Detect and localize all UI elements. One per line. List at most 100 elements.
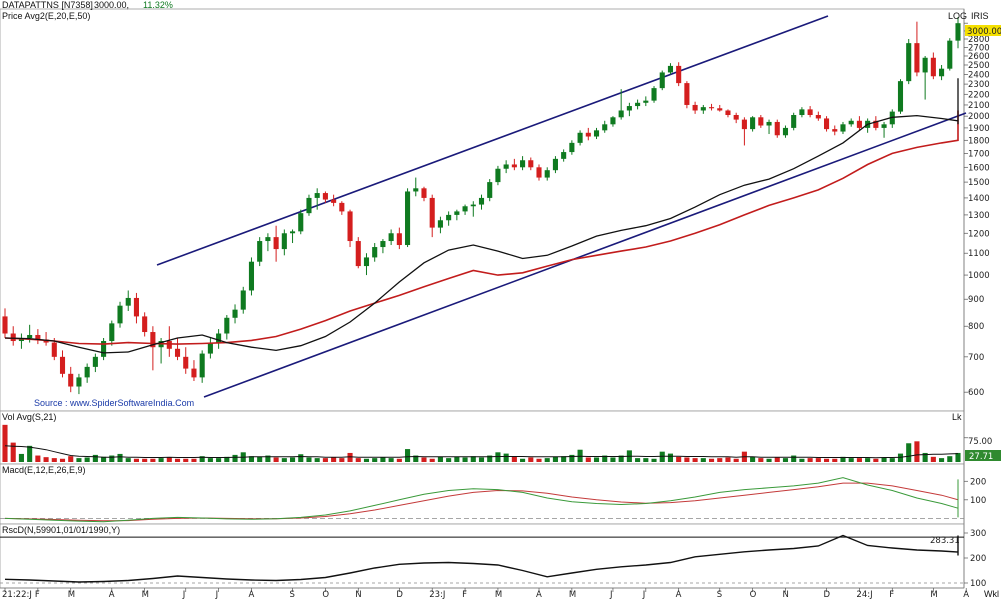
volume-bar [478,457,485,462]
rscd-panel-frame [0,523,965,589]
candle-down [511,164,517,168]
candle-down [183,356,189,369]
x-tick-label: 24:J [856,590,872,600]
volume-bar [511,456,517,462]
volume-bar [930,456,936,462]
candle-down [725,110,731,116]
macd-panel[interactable] [0,463,965,525]
volume-bar [881,457,887,462]
log-label[interactable]: LOG [948,11,967,21]
x-tick-label: J [215,590,219,600]
volume-bar [955,452,961,462]
macd-tick-label: 100 [970,496,986,506]
macd-line [4,477,959,523]
price-tick-label: 2300 [968,80,990,90]
volume-avg-line [4,445,959,459]
upper-channel-trendline[interactable] [156,15,829,266]
x-tick-label: N [782,590,788,600]
volume-bar [133,458,139,462]
volume-bar [610,457,616,462]
volume-bar [355,458,361,462]
timeframe-label[interactable]: Wkl [984,589,999,599]
candle-down [676,65,682,84]
volume-bar [700,458,706,462]
x-tick-label: 23:J [429,590,445,600]
volume-bar [766,458,772,462]
candle-up [76,377,82,387]
candle-down [191,368,197,378]
candle-up [388,233,394,242]
candle-up [224,317,230,334]
rscd-panel[interactable] [0,523,965,589]
candle-down [856,120,862,128]
price-tick-label: 2100 [968,101,990,111]
x-tick-label: 21:22:J [2,590,32,600]
volume-bar [199,456,205,462]
volume-bar [101,456,107,462]
candle-down [150,332,156,348]
volume-bar [651,458,657,462]
price-tick-label: 800 [968,322,984,332]
candle-down [347,211,353,242]
price-value: 3000.00, [94,0,129,10]
volume-bar [561,456,567,462]
volume-bar [840,456,846,462]
volume-bar [446,458,452,462]
candle-down [59,356,66,374]
price-panel-frame [0,8,965,412]
x-axis-labels: 21:22:J F M A M J J A S O N D 23:J F M A M J J A S O N D 24:J F M A [2,588,969,600]
candle-down [807,109,813,116]
rscd-tick-label: 300 [970,529,986,539]
volume-bar [667,453,674,462]
candle-up [643,100,649,103]
price-tick-label: 2700 [968,43,990,53]
x-tick-label: O [750,590,757,600]
volume-bar [59,458,66,462]
candle-up [199,353,205,378]
volume-bar [125,458,131,462]
volume-panel[interactable] [0,410,965,465]
volume-bar [528,457,534,462]
x-tick-label: A [963,590,969,600]
volume-bar [76,458,82,462]
candle-up [495,168,501,183]
candle-up [101,341,107,357]
volume-bar [51,458,57,462]
candle-down [733,115,739,120]
candle-up [470,204,476,207]
volume-bar [68,456,74,462]
candle-down [142,316,148,333]
volume-bar [43,457,49,462]
volume-bar [758,458,764,462]
volume-bar [643,458,649,462]
iris-label[interactable]: IRIS [971,11,989,21]
x-tick-label: F [35,590,40,600]
candle-up [906,43,912,82]
volume-bar [799,458,805,462]
x-tick-label: A [248,590,254,600]
candle-up [503,164,509,169]
candle-up [635,102,641,107]
candle-down [51,342,57,357]
lower-channel-trendline[interactable] [203,112,967,398]
x-tick-label: A [676,590,682,600]
price-tick-label: 2600 [968,52,990,62]
x-tick-label: J [642,590,646,600]
candle-up [939,68,945,77]
candle-up [405,191,411,246]
candle-down [692,104,698,111]
candle-up [281,233,287,250]
last-price-badge-text: 3000.00 [967,27,1001,37]
price-tick-label: 1400 [968,194,990,204]
candle-down [355,241,361,267]
x-tick-label: F [889,590,894,600]
candle-up [372,247,378,258]
candle-down [708,107,715,109]
volume-unit-label: Lk [952,412,962,422]
rscd-last-value: 283.31 [930,536,960,546]
price-panel[interactable] [0,8,965,412]
candle-down [824,118,830,130]
x-tick-label: A [536,590,542,600]
x-tick-label: D [824,590,831,600]
